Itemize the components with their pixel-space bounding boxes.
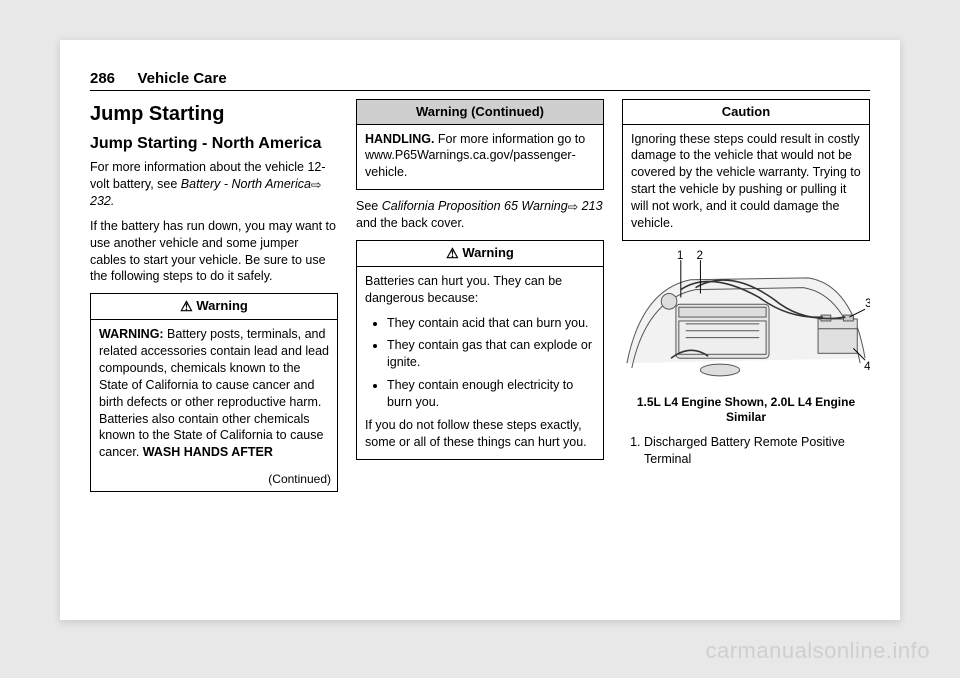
- page-columns: Jump Starting Jump Starting - North Amer…: [90, 99, 870, 589]
- subsection-heading: Jump Starting - North America: [90, 134, 338, 153]
- text: and the back cover.: [356, 216, 464, 230]
- bullet-item: They contain gas that can explode or ign…: [387, 337, 595, 371]
- callout-list: Discharged Battery Remote Positive Termi…: [622, 434, 870, 468]
- watermark: carmanualsonline.info: [705, 638, 930, 664]
- engine-diagram: 1 2 3 4: [622, 249, 870, 389]
- warning-intro: Batteries can hurt you. They can be dang…: [365, 273, 595, 307]
- callout-4: 4: [864, 360, 870, 373]
- caution-body: Ignoring these steps could result in cos…: [623, 125, 869, 240]
- warning-icon: ⚠: [446, 244, 459, 263]
- page-header: 286 Vehicle Care: [90, 70, 870, 91]
- chapter-title: Vehicle Care: [137, 70, 226, 87]
- warning-title: ⚠ Warning: [357, 241, 603, 267]
- manual-page: 286 Vehicle Care Jump Starting Jump Star…: [60, 40, 900, 620]
- page-number: 286: [90, 70, 115, 87]
- warning-continued-body: HANDLING. For more information go to www…: [357, 125, 603, 190]
- callout-3: 3: [865, 297, 870, 310]
- callout-1: 1: [677, 249, 684, 262]
- figure-caption: 1.5L L4 Engine Shown, 2.0L L4 Engine Sim…: [622, 395, 870, 426]
- warning-body: WARNING: Battery posts, terminals, and r…: [91, 320, 337, 469]
- reference-icon: ⇨: [568, 199, 578, 216]
- reference-text: Battery - North America: [181, 177, 311, 191]
- caution-title: Caution: [623, 100, 869, 125]
- warning-tail: WASH HANDS AFTER: [143, 445, 273, 459]
- reference-text: California Proposition 65 Warning: [382, 199, 568, 213]
- paragraph: See California Proposition 65 Warning ⇨ …: [356, 198, 604, 232]
- text: See: [356, 199, 382, 213]
- paragraph: For more information about the vehicle 1…: [90, 159, 338, 210]
- warning-outro: If you do not follow these steps exactly…: [365, 417, 595, 451]
- reference-icon: ⇨: [311, 177, 321, 194]
- warning-box: ⚠ Warning Batteries can hurt you. They c…: [356, 240, 604, 460]
- warning-icon: ⚠: [180, 297, 193, 316]
- warning-title-text: Warning: [462, 245, 514, 260]
- paragraph: If the battery has run down, you may wan…: [90, 218, 338, 286]
- column-2: Warning (Continued) HANDLING. For more i…: [356, 99, 604, 589]
- reference-page: 232.: [90, 194, 114, 208]
- warning-text: Battery posts, terminals, and related ac…: [99, 327, 329, 459]
- warning-box: ⚠ Warning WARNING: Battery posts, termin…: [90, 293, 338, 492]
- column-3: Caution Ignoring these steps could resul…: [622, 99, 870, 589]
- warning-title: ⚠ Warning: [91, 294, 337, 320]
- engine-svg: 1 2 3 4: [622, 249, 870, 389]
- bullet-item: They contain enough electricity to burn …: [387, 377, 595, 411]
- warning-body: Batteries can hurt you. They can be dang…: [357, 267, 603, 459]
- section-heading: Jump Starting: [90, 101, 338, 128]
- column-1: Jump Starting Jump Starting - North Amer…: [90, 99, 338, 589]
- warning-bullet-list: They contain acid that can burn you. The…: [365, 315, 595, 411]
- bullet-item: They contain acid that can burn you.: [387, 315, 595, 332]
- continued-label: (Continued): [91, 469, 337, 491]
- warning-lead: WARNING:: [99, 327, 164, 341]
- warning-lead: HANDLING.: [365, 132, 434, 146]
- warning-title-text: Warning: [196, 298, 248, 313]
- warning-continued-title: Warning (Continued): [357, 100, 603, 125]
- callout-2: 2: [696, 249, 703, 262]
- caution-box: Caution Ignoring these steps could resul…: [622, 99, 870, 241]
- reference-page: 213: [578, 199, 602, 213]
- callout-list-item: Discharged Battery Remote Positive Termi…: [644, 434, 870, 468]
- warning-continued-box: Warning (Continued) HANDLING. For more i…: [356, 99, 604, 190]
